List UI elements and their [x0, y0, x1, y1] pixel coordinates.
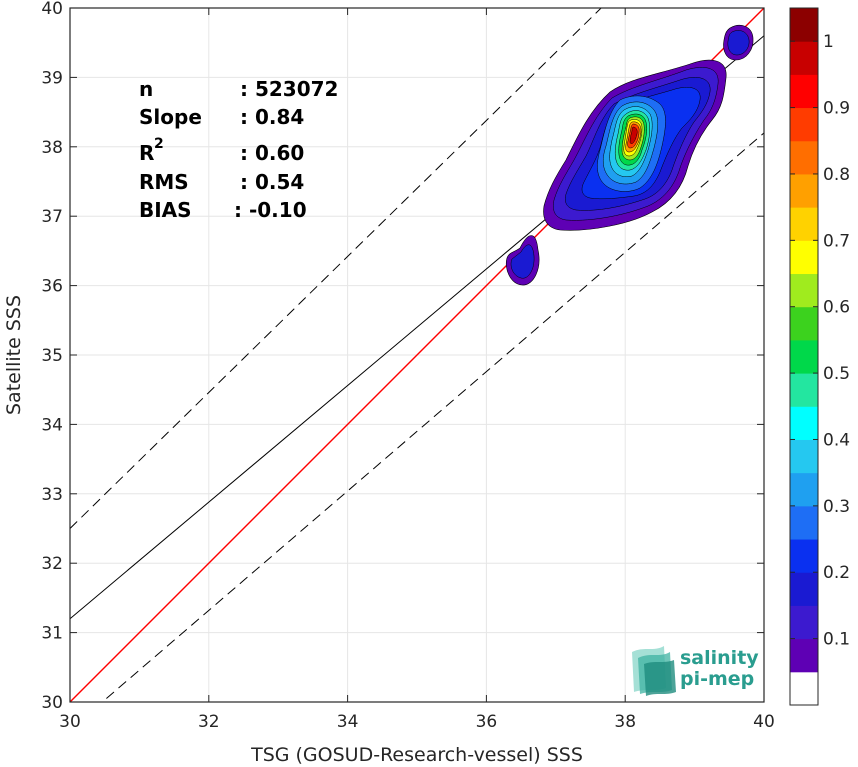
colorbar-swatch-19	[790, 41, 818, 75]
colorbar-tick-label-5: 0.6	[823, 298, 850, 318]
grid	[69, 7, 765, 703]
y-tick-label-0: 30	[41, 693, 63, 713]
colorbar-swatch-20	[790, 8, 818, 42]
stat-n-label: n	[139, 77, 153, 101]
x-tick-label-1: 32	[198, 712, 220, 732]
y-tick-label-4: 34	[41, 415, 63, 435]
y-tick-label-10: 40	[41, 0, 63, 19]
colorbar-swatch-12	[790, 273, 818, 308]
colorbar-swatch-15	[790, 173, 818, 208]
colorbar-tick-label-0: 0.1	[823, 630, 850, 650]
colorbar-swatch-3	[790, 572, 818, 606]
colorbar-swatch-18	[790, 74, 818, 109]
y-tick-label-7: 37	[41, 207, 63, 227]
logo-line2: pi-mep	[680, 668, 754, 690]
y-tick-label-8: 38	[41, 138, 63, 158]
colorbar-swatch-7	[790, 439, 818, 474]
colorbar-swatch-10	[790, 339, 818, 374]
upper-bound-line	[70, 8, 602, 529]
lower-bound-line	[101, 132, 764, 702]
colorbar-frame	[789, 7, 819, 706]
y-axis: 30 31 32 33 34 35 36 37 38 39 40	[41, 0, 764, 713]
colorbar-swatch-9	[790, 373, 818, 407]
colorbar-swatch-17	[790, 107, 818, 142]
y-tick-label-2: 32	[41, 554, 63, 574]
y-tick-label-5: 35	[41, 346, 63, 366]
y-tick-label-1: 31	[41, 624, 63, 644]
salinity-pimep-logo: salinity pi-mep	[632, 646, 759, 696]
colorbar-tick-label-3: 0.4	[823, 430, 850, 450]
colorbar-swatch-4	[790, 539, 818, 573]
stat-r2-label: R	[139, 141, 154, 165]
colorbar-swatch-2	[790, 605, 818, 640]
colorbar-swatch-14	[790, 207, 818, 241]
stat-rms-value: : 0.54	[240, 170, 304, 194]
colorbar-tick-label-9: 1	[823, 32, 834, 52]
x-tick-label-2: 34	[337, 712, 359, 732]
y-tick-label-9: 39	[41, 68, 63, 88]
contour-island-low	[505, 235, 540, 286]
colorbar-swatch-1	[790, 638, 818, 673]
colorbar-swatch-6	[790, 472, 818, 507]
y-tick-label-3: 33	[41, 485, 63, 505]
x-axis-title: TSG (GOSUD-Research-vessel) SSS	[250, 744, 583, 766]
colorbar-swatch-0	[790, 671, 818, 706]
x-tick-label-5: 40	[753, 712, 775, 732]
x-tick-label-4: 38	[614, 712, 636, 732]
contour-island-high	[723, 25, 754, 61]
colorbar-swatch-5	[790, 505, 818, 540]
stat-slope-value: : 0.84	[240, 105, 304, 129]
logo-line1: salinity	[680, 647, 759, 669]
y-tick-label-6: 36	[41, 277, 63, 297]
y-axis-title: Satellite SSS	[3, 295, 25, 415]
colorbar-swatch-13	[790, 240, 818, 275]
colorbar-swatch-8	[790, 406, 818, 440]
stat-slope-label: Slope	[139, 105, 202, 129]
x-tick-label-0: 30	[59, 712, 81, 732]
colorbar: 0.1 0.2 0.3 0.4 0.5 0.6 0.7 0.8 0.9 1	[789, 7, 850, 706]
colorbar-tick-label-8: 0.9	[823, 99, 850, 119]
density-contours	[505, 25, 754, 286]
stat-bias-value: : -0.10	[234, 198, 307, 222]
stat-r2-value: : 0.60	[240, 141, 304, 165]
x-tick-label-3: 36	[476, 712, 498, 732]
stat-n-value: : 523072	[240, 77, 338, 101]
logo-waves-icon	[632, 646, 676, 696]
stat-r2-sup: 2	[154, 136, 164, 152]
x-axis: 30 32 34 36 38 40	[59, 8, 775, 732]
colorbar-tick-label-6: 0.7	[823, 231, 850, 251]
stat-rms-label: RMS	[139, 170, 189, 194]
contour-main	[543, 59, 727, 231]
colorbar-tick-label-7: 0.8	[823, 165, 850, 185]
colorbar-swatch-11	[790, 306, 818, 341]
colorbar-tick-label-4: 0.5	[823, 364, 850, 384]
colorbar-tick-label-2: 0.3	[823, 497, 850, 517]
stat-bias-label: BIAS	[139, 198, 192, 222]
stats-block: n : 523072 Slope : 0.84 R 2 : 0.60 RMS :…	[139, 77, 338, 222]
colorbar-swatch-16	[790, 140, 818, 175]
colorbar-tick-label-1: 0.2	[823, 563, 850, 583]
